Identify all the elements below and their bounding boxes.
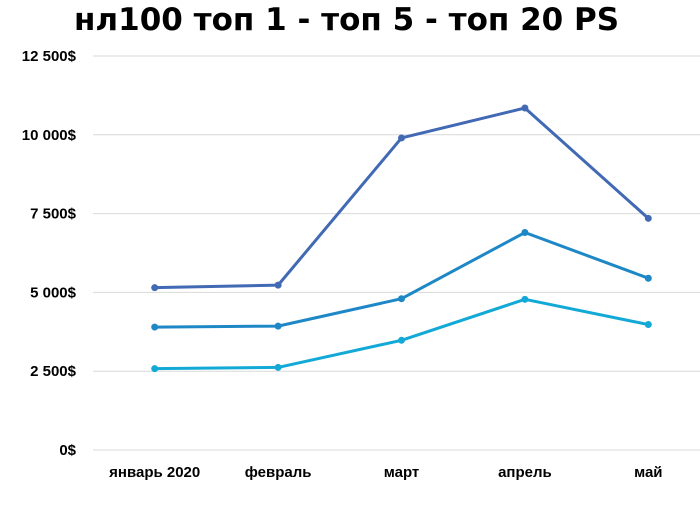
data-point (644, 274, 652, 282)
x-tick-label: апрель (498, 464, 552, 481)
y-tick-label: 2 500$ (30, 363, 77, 380)
series-2 (151, 229, 652, 331)
data-point (274, 363, 282, 371)
data-point (274, 281, 282, 289)
x-axis-ticks: январь 2020 февраль март апрель май (109, 464, 662, 481)
series-3 (151, 295, 652, 373)
data-point (644, 321, 652, 329)
data-point (521, 229, 529, 237)
data-point (398, 336, 405, 344)
y-axis-ticks: 0$ 2 500$ 5 000$ 7 500$ 10 000$ 12 500$ (22, 48, 77, 459)
gridlines (93, 55, 700, 451)
chart-title: нл100 топ 1 - топ 5 - топ 20 PS (74, 2, 620, 38)
data-point (398, 295, 405, 303)
x-tick-label: март (384, 464, 420, 481)
x-tick-label: январь 2020 (109, 464, 200, 481)
y-tick-label: 12 500$ (22, 48, 77, 65)
y-tick-label: 0$ (59, 442, 76, 459)
series-line (154, 297, 649, 371)
data-point (521, 295, 529, 303)
series-lines (151, 104, 652, 373)
data-point (151, 365, 159, 373)
data-point (398, 134, 405, 142)
x-tick-label: май (634, 464, 662, 481)
data-point (274, 322, 282, 330)
series-line (154, 231, 649, 329)
x-tick-label: февраль (245, 464, 312, 481)
data-point (151, 284, 159, 292)
data-point (521, 104, 529, 112)
y-tick-label: 10 000$ (22, 127, 77, 144)
series-1 (151, 104, 652, 292)
data-point (644, 214, 652, 222)
y-tick-label: 5 000$ (30, 284, 77, 301)
data-point (151, 323, 159, 331)
y-tick-label: 7 500$ (30, 206, 77, 223)
